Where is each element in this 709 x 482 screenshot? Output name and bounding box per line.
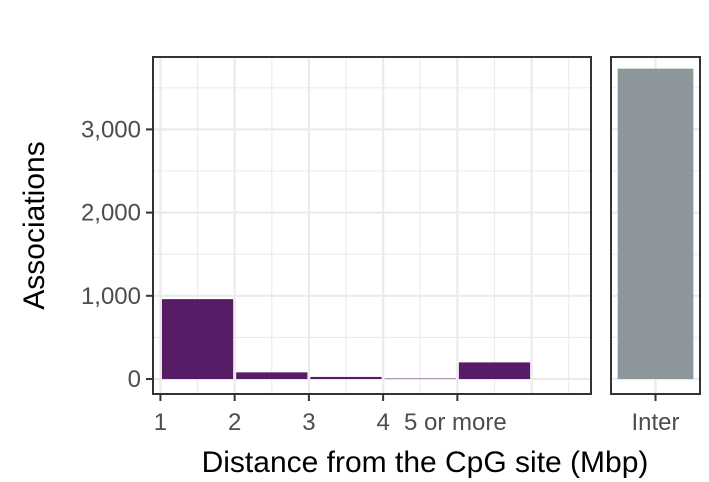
bars-distance-panel bbox=[161, 299, 531, 380]
x-axis-inter: Inter bbox=[631, 394, 680, 436]
x-tick-label: 4 bbox=[376, 409, 389, 436]
x-axis-distance: 1 2 3 4 5 or more bbox=[154, 394, 507, 436]
bar-5 bbox=[458, 362, 531, 380]
x-tick-label: 1 bbox=[154, 409, 167, 436]
y-tick-label: 0 bbox=[128, 366, 141, 393]
y-tick-label: 1,000 bbox=[81, 283, 141, 310]
panel-border-distance bbox=[152, 56, 592, 395]
bars-inter-panel bbox=[617, 68, 694, 380]
bar-3 bbox=[310, 376, 382, 380]
x-tick-label: 3 bbox=[302, 409, 315, 436]
bar-2 bbox=[236, 372, 308, 380]
y-axis: 0 1,000 2,000 3,000 bbox=[81, 116, 153, 393]
x-tick-label: 2 bbox=[228, 409, 241, 436]
bar-1 bbox=[161, 299, 234, 380]
y-tick-label: 2,000 bbox=[81, 200, 141, 227]
y-axis-title: Associations bbox=[18, 141, 51, 309]
bar-inter bbox=[617, 68, 694, 380]
x-axis-title: Distance from the CpG site (Mbp) bbox=[202, 446, 649, 479]
y-tick-label: 3,000 bbox=[81, 116, 141, 143]
x-tick-label-5-or-more: 5 or more bbox=[404, 409, 507, 436]
x-tick-label-inter: Inter bbox=[631, 409, 679, 436]
